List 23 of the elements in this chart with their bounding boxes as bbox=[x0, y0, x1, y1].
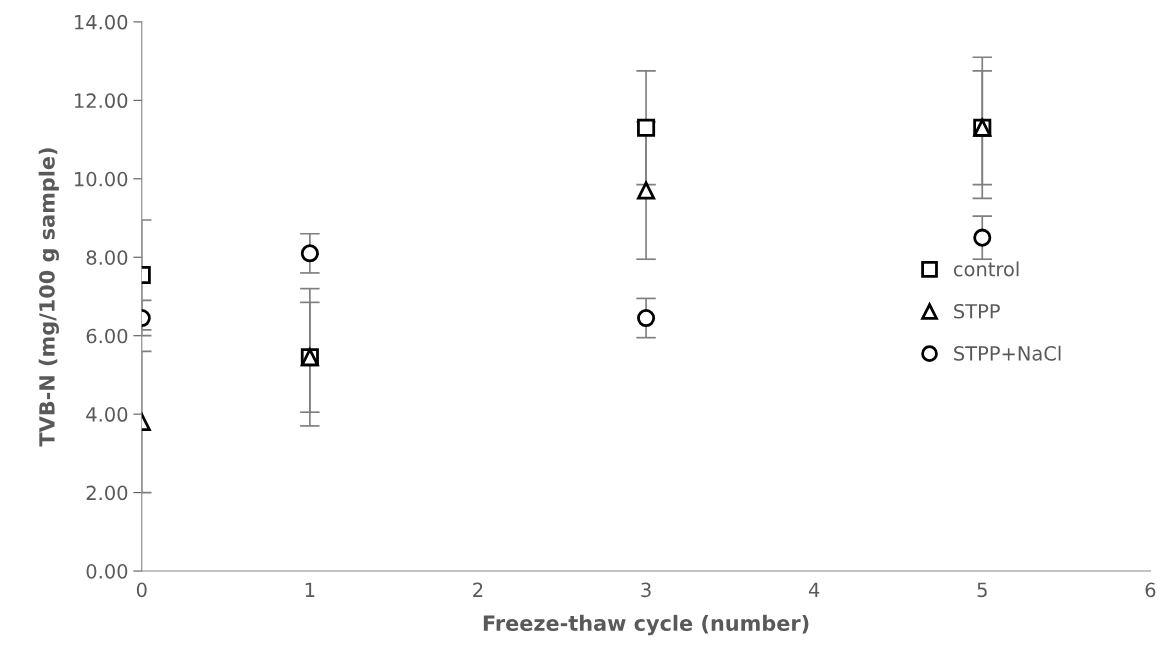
x-tick-label: 3 bbox=[641, 582, 651, 598]
x-tick-label: 0 bbox=[136, 582, 147, 598]
point bbox=[637, 181, 656, 200]
legend-label: control bbox=[953, 261, 1019, 277]
y-tick-label: 14.00 bbox=[75, 14, 128, 30]
x-tick-label: 6 bbox=[1145, 582, 1156, 598]
legend-label: STPP bbox=[954, 303, 1000, 319]
y-axis-title: TVB-N (mg/100 g sample) bbox=[38, 148, 60, 447]
y-tick-label: 4.00 bbox=[86, 407, 128, 422]
x-tick-label: 2 bbox=[473, 582, 483, 597]
y-tick-label: 6.00 bbox=[86, 328, 128, 344]
point bbox=[973, 228, 992, 247]
x-tick-label: 5 bbox=[977, 582, 987, 598]
y-tick-label: 12.00 bbox=[75, 93, 128, 109]
legend-label: STPP+NaCl bbox=[954, 345, 1061, 361]
y-tick-label: 0.00 bbox=[86, 564, 128, 579]
y-tick-label: 2.00 bbox=[86, 485, 128, 501]
point bbox=[637, 309, 656, 328]
y-tick-label: 10.00 bbox=[75, 171, 128, 187]
y-tick-label: 8.00 bbox=[86, 250, 128, 265]
x-tick-label: 1 bbox=[305, 582, 315, 597]
x-axis-title: Freeze-thaw cycle (number) bbox=[483, 614, 809, 636]
x-tick-label: 4 bbox=[808, 582, 820, 597]
